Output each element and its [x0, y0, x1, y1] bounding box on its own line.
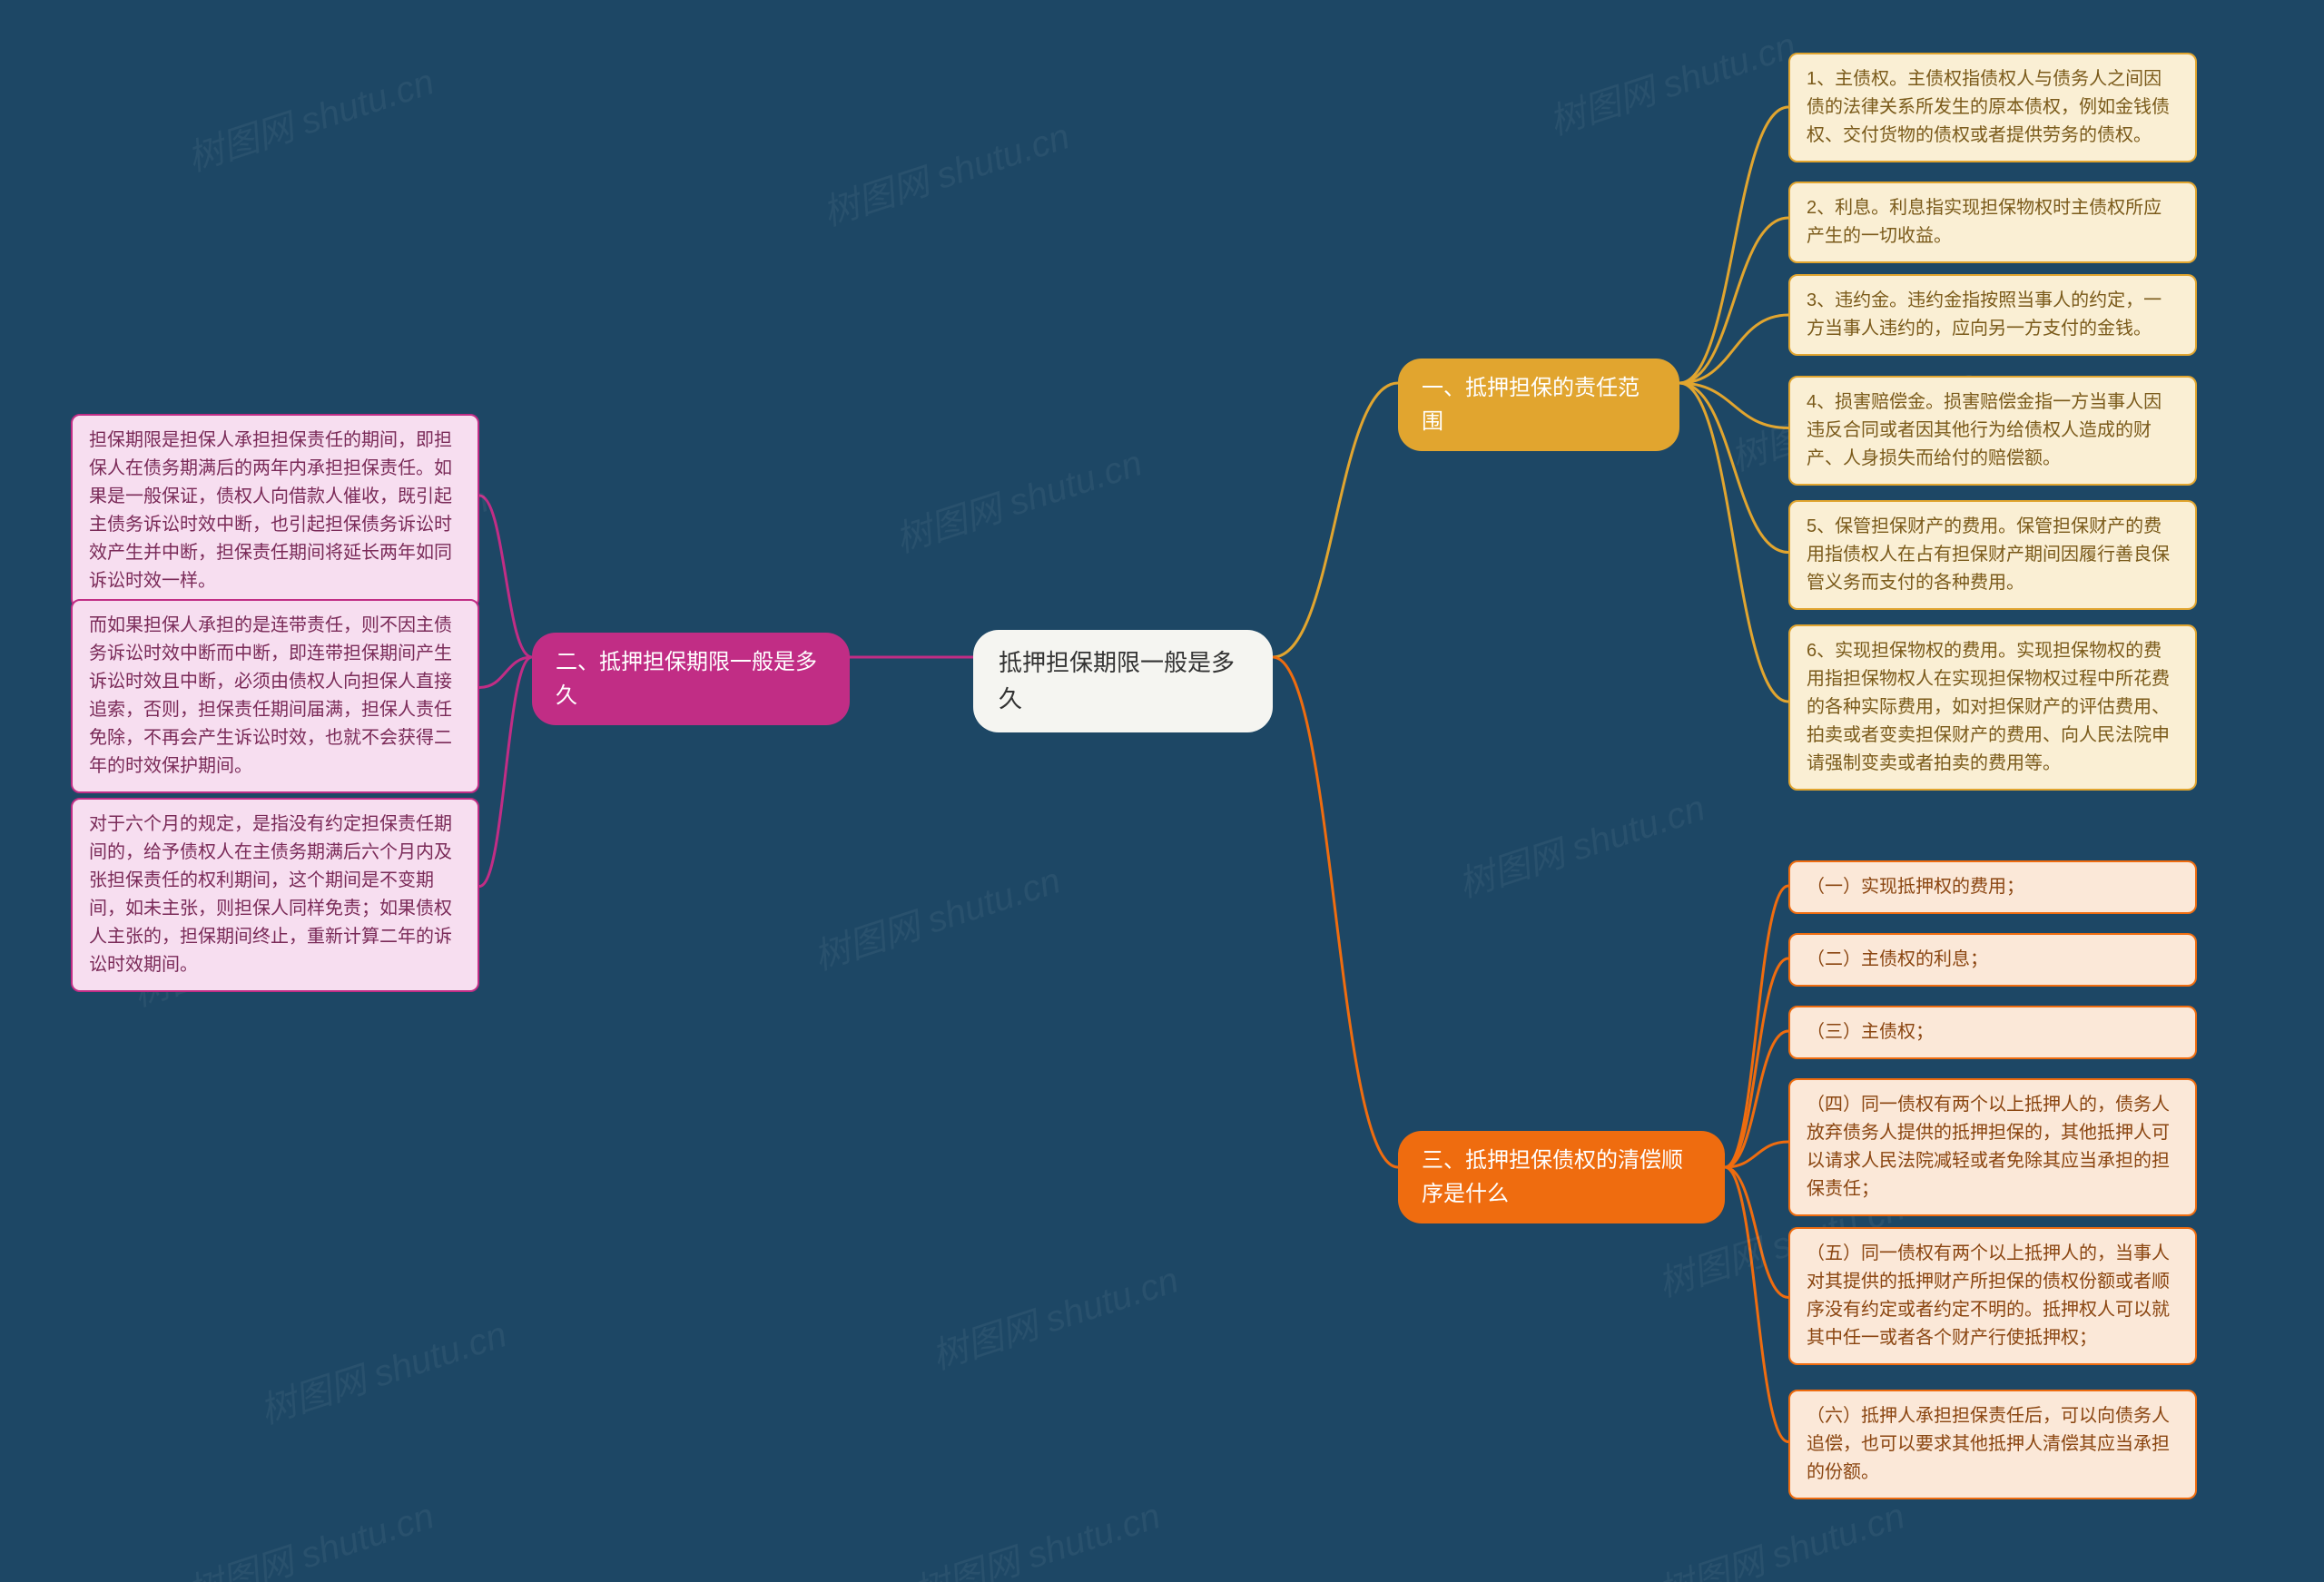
leaf-node: 4、损害赔偿金。损害赔偿金指一方当事人因违反合同或者因其他行为给债权人造成的财产…	[1788, 376, 2197, 486]
branch-node-label: 二、抵押担保期限一般是多久	[556, 650, 817, 708]
leaf-node-label: 4、损害赔偿金。损害赔偿金指一方当事人因违反合同或者因其他行为给债权人造成的财产…	[1807, 392, 2162, 468]
root-node-label: 抵押担保期限一般是多久	[999, 649, 1235, 712]
leaf-node-label: （一）实现抵押权的费用；	[1807, 877, 2024, 897]
root-node: 抵押担保期限一般是多久	[973, 630, 1273, 732]
leaf-node: 而如果担保人承担的是连带责任，则不因主债务诉讼时效中断而中断，即连带担保期间产生…	[71, 599, 479, 793]
leaf-node: （六）抵押人承担担保责任后，可以向债务人追偿，也可以要求其他抵押人清偿其应当承担…	[1788, 1390, 2197, 1499]
leaf-node-label: （六）抵押人承担担保责任后，可以向债务人追偿，也可以要求其他抵押人清偿其应当承担…	[1807, 1406, 2170, 1482]
leaf-node: （二）主债权的利息；	[1788, 933, 2197, 987]
leaf-node-label: （二）主债权的利息；	[1807, 949, 1988, 969]
leaf-node-label: （三）主债权；	[1807, 1022, 1934, 1042]
watermark: 树图网 shutu.cn	[906, 1487, 1166, 1582]
watermark-text: 树图网 shutu.cn	[182, 62, 438, 179]
leaf-node-label: 对于六个月的规定，是指没有约定担保责任期间的，给予债权人在主债务期满后六个月内及…	[89, 814, 452, 975]
leaf-node-label: 担保期限是担保人承担担保责任的期间，即担保人在债务期满后的两年内承担担保责任。如…	[89, 430, 452, 591]
leaf-node: 对于六个月的规定，是指没有约定担保责任期间的，给予债权人在主债务期满后六个月内及…	[71, 798, 479, 992]
watermark: 树图网 shutu.cn	[252, 1305, 512, 1434]
watermark-text: 树图网 shutu.cn	[182, 1496, 438, 1582]
leaf-node: （五）同一债权有两个以上抵押人的，当事人对其提供的抵押财产所担保的债权份额或者顺…	[1788, 1227, 2197, 1365]
watermark-text: 树图网 shutu.cn	[818, 116, 1074, 233]
watermark: 树图网 shutu.cn	[815, 107, 1075, 236]
watermark: 树图网 shutu.cn	[806, 851, 1066, 980]
leaf-node-label: 1、主债权。主债权指债权人与债务人之间因债的法律关系所发生的原本债权，例如金钱债…	[1807, 69, 2170, 145]
leaf-node-label: 而如果担保人承担的是连带责任，则不因主债务诉讼时效中断而中断，即连带担保期间产生…	[89, 615, 452, 776]
leaf-node: （四）同一债权有两个以上抵押人的，债务人放弃债务人提供的抵押担保的，其他抵押人可…	[1788, 1078, 2197, 1216]
watermark: 树图网 shutu.cn	[1650, 1487, 1910, 1582]
leaf-node-label: （五）同一债权有两个以上抵押人的，当事人对其提供的抵押财产所担保的债权份额或者顺…	[1807, 1243, 2170, 1348]
leaf-node: （一）实现抵押权的费用；	[1788, 860, 2197, 914]
leaf-node: 3、违约金。违约金指按照当事人的约定，一方当事人违约的，应向另一方支付的金钱。	[1788, 274, 2197, 356]
branch-node-label: 一、抵押担保的责任范围	[1422, 376, 1640, 434]
watermark-text: 树图网 shutu.cn	[909, 1496, 1165, 1582]
watermark-text: 树图网 shutu.cn	[809, 860, 1065, 978]
mindmap-canvas: 树图网 shutu.cn 树图网 shutu.cn 树图网 shutu.cn 树图网 …	[0, 0, 2324, 1582]
watermark-text: 树图网 shutu.cn	[1653, 1496, 1909, 1582]
leaf-node-label: 5、保管担保财产的费用。保管担保财产的费用指债权人在占有担保财产期间因履行善良保…	[1807, 516, 2170, 593]
watermark: 树图网 shutu.cn	[888, 434, 1147, 563]
leaf-node: （三）主债权；	[1788, 1006, 2197, 1059]
leaf-node-label: 3、违约金。违约金指按照当事人的约定，一方当事人违约的，应向另一方支付的金钱。	[1807, 290, 2162, 339]
leaf-node: 6、实现担保物权的费用。实现担保物权的费用指担保物权人在实现担保物权过程中所花费…	[1788, 624, 2197, 791]
leaf-node-label: （四）同一债权有两个以上抵押人的，债务人放弃债务人提供的抵押担保的，其他抵押人可…	[1807, 1095, 2170, 1199]
branch-node: 二、抵押担保期限一般是多久	[532, 633, 850, 725]
branch-node-label: 三、抵押担保债权的清偿顺序是什么	[1422, 1148, 1683, 1206]
leaf-node: 担保期限是担保人承担担保责任的期间，即担保人在债务期满后的两年内承担担保责任。如…	[71, 414, 479, 608]
watermark-text: 树图网 shutu.cn	[255, 1314, 511, 1431]
watermark: 树图网 shutu.cn	[924, 1251, 1184, 1380]
leaf-node: 1、主债权。主债权指债权人与债务人之间因债的法律关系所发生的原本债权，例如金钱债…	[1788, 53, 2197, 162]
watermark: 树图网 shutu.cn	[180, 53, 439, 182]
watermark-text: 树图网 shutu.cn	[1544, 25, 1800, 142]
watermark: 树图网 shutu.cn	[180, 1487, 439, 1582]
leaf-node: 5、保管担保财产的费用。保管担保财产的费用指债权人在占有担保财产期间因履行善良保…	[1788, 500, 2197, 610]
branch-node: 三、抵押担保债权的清偿顺序是什么	[1398, 1131, 1725, 1223]
watermark-text: 树图网 shutu.cn	[891, 443, 1147, 560]
watermark: 树图网 shutu.cn	[1541, 16, 1801, 145]
leaf-node-label: 6、实现担保物权的费用。实现担保物权的费用指担保物权人在实现担保物权过程中所花费…	[1807, 641, 2170, 773]
branch-node: 一、抵押担保的责任范围	[1398, 359, 1679, 451]
watermark-text: 树图网 shutu.cn	[1453, 788, 1709, 905]
leaf-node-label: 2、利息。利息指实现担保物权时主债权所应产生的一切收益。	[1807, 198, 2162, 246]
leaf-node: 2、利息。利息指实现担保物权时主债权所应产生的一切收益。	[1788, 182, 2197, 263]
watermark: 树图网 shutu.cn	[1451, 779, 1710, 908]
watermark-text: 树图网 shutu.cn	[927, 1260, 1183, 1377]
